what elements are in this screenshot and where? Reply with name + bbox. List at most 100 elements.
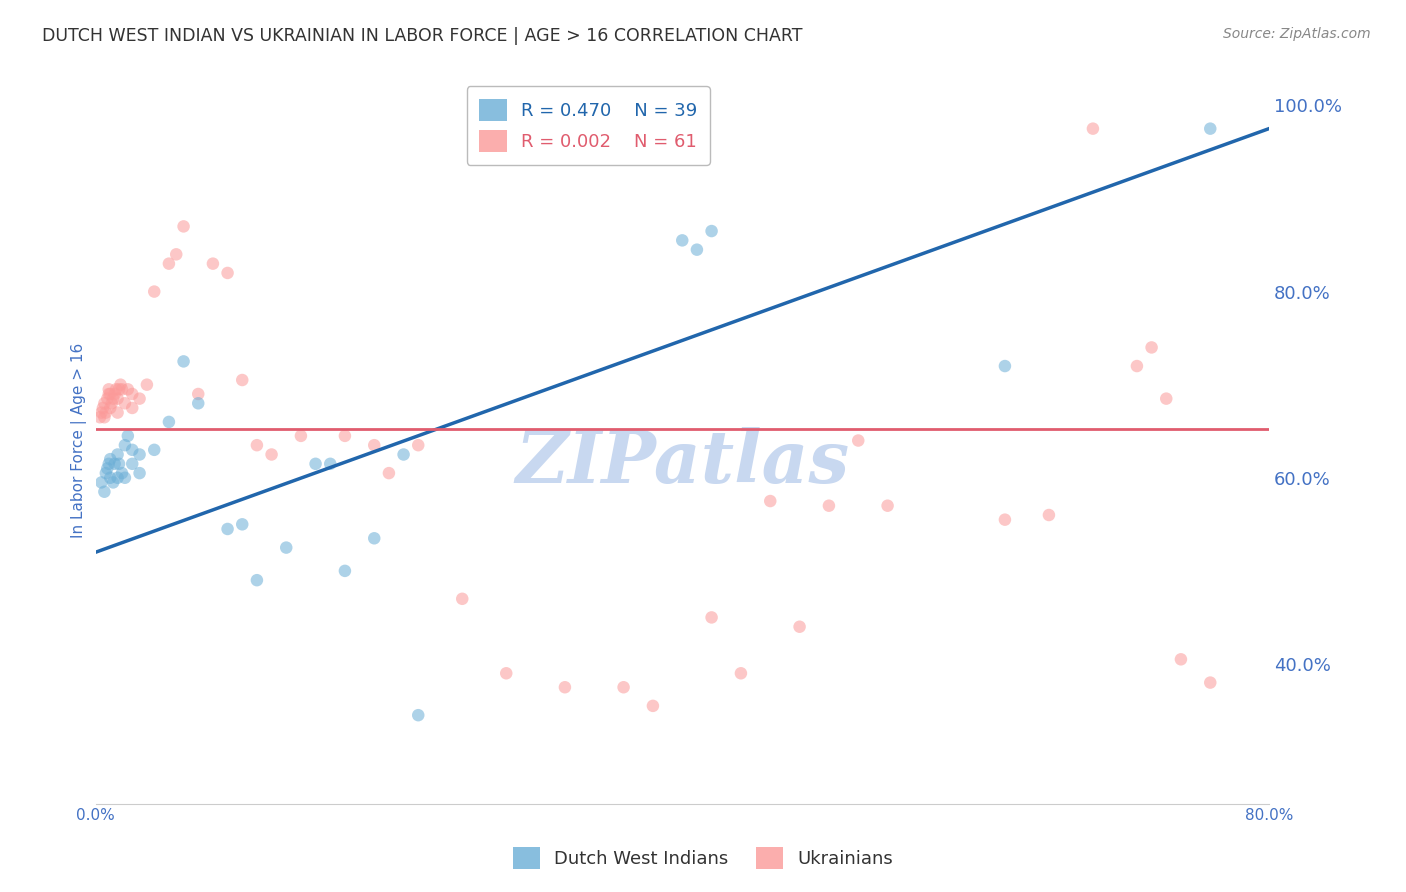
Point [96,392,118,406]
Point [93,410,115,425]
Legend: Dutch West Indians, Ukrainians: Dutch West Indians, Ukrainians [503,838,903,879]
Point [1126,359,1149,373]
Point [107,448,129,462]
Point [1199,121,1222,136]
Point [157,415,180,429]
Point [187,396,209,410]
Point [554,680,576,694]
Point [846,434,869,448]
Point [110,377,132,392]
Point [1081,121,1104,136]
Point [117,429,139,443]
Point [97,382,120,396]
Point [231,517,253,532]
Point [143,285,166,299]
Point [121,457,143,471]
Point [730,666,752,681]
Point [451,591,474,606]
Point [304,457,326,471]
Point [128,448,150,462]
Point [90,475,112,490]
Point [97,457,120,471]
Point [104,457,127,471]
Point [686,243,709,257]
Point [217,522,239,536]
Point [246,573,269,587]
Point [246,438,269,452]
Point [114,471,136,485]
Point [117,382,139,396]
Point [363,438,385,452]
Point [392,448,415,462]
Point [363,531,385,545]
Point [108,457,131,471]
Point [96,461,118,475]
Point [333,429,356,443]
Point [187,387,209,401]
Point [165,247,187,261]
Legend: R = 0.470    N = 39, R = 0.002    N = 61: R = 0.470 N = 39, R = 0.002 N = 61 [467,87,710,165]
Y-axis label: In Labor Force | Age > 16: In Labor Force | Age > 16 [72,343,87,538]
Text: Source: ZipAtlas.com: Source: ZipAtlas.com [1223,27,1371,41]
Point [994,513,1017,527]
Point [101,392,124,406]
Point [94,466,117,480]
Point [114,396,136,410]
Point [121,387,143,401]
Point [217,266,239,280]
Point [333,564,356,578]
Point [121,442,143,457]
Point [613,680,636,694]
Point [100,396,122,410]
Point [108,382,131,396]
Point [700,224,723,238]
Point [98,471,121,485]
Point [319,457,342,471]
Point [671,233,693,247]
Point [759,494,782,508]
Point [406,708,429,723]
Point [290,429,312,443]
Point [641,698,664,713]
Point [107,406,129,420]
Point [93,396,115,410]
Point [231,373,253,387]
Point [98,452,121,467]
Text: ZIPatlas: ZIPatlas [515,426,849,498]
Point [104,387,127,401]
Point [143,442,166,457]
Point [94,406,117,420]
Point [105,382,128,396]
Point [173,219,195,234]
Point [378,466,401,480]
Point [1199,675,1222,690]
Point [173,354,195,368]
Point [128,392,150,406]
Point [93,484,115,499]
Text: DUTCH WEST INDIAN VS UKRAINIAN IN LABOR FORCE | AGE > 16 CORRELATION CHART: DUTCH WEST INDIAN VS UKRAINIAN IN LABOR … [42,27,803,45]
Point [111,466,134,480]
Point [97,387,120,401]
Point [121,401,143,415]
Point [789,620,811,634]
Point [876,499,898,513]
Point [114,438,136,452]
Point [201,257,224,271]
Point [90,406,112,420]
Point [89,410,111,425]
Point [260,448,283,462]
Point [406,438,429,452]
Point [700,610,723,624]
Point [1140,340,1163,354]
Point [128,466,150,480]
Point [98,401,121,415]
Point [101,475,124,490]
Point [91,401,114,415]
Point [98,387,121,401]
Point [818,499,841,513]
Point [157,257,180,271]
Point [135,377,157,392]
Point [107,471,129,485]
Point [107,392,129,406]
Point [276,541,298,555]
